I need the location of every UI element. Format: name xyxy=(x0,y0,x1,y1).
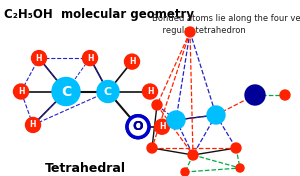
Circle shape xyxy=(152,100,162,110)
Text: H: H xyxy=(36,54,42,63)
Circle shape xyxy=(154,119,169,134)
Text: Bonded atoms lie along the four vertices of a
    regular tetrahedron: Bonded atoms lie along the four vertices… xyxy=(152,14,300,35)
Circle shape xyxy=(32,51,46,66)
Circle shape xyxy=(128,117,148,137)
Text: H: H xyxy=(30,120,36,130)
Text: H: H xyxy=(18,87,24,96)
Text: C: C xyxy=(104,87,112,96)
Circle shape xyxy=(245,85,265,105)
Text: O: O xyxy=(133,120,143,133)
Circle shape xyxy=(26,117,40,133)
Text: Tetrahedral: Tetrahedral xyxy=(44,162,125,175)
Text: H: H xyxy=(147,87,153,96)
Text: O: O xyxy=(133,120,143,133)
Text: H: H xyxy=(87,54,93,63)
Text: H: H xyxy=(159,122,165,131)
Circle shape xyxy=(124,54,140,69)
Circle shape xyxy=(280,90,290,100)
Circle shape xyxy=(207,106,225,124)
Circle shape xyxy=(52,77,80,106)
Text: C: C xyxy=(61,84,71,99)
Circle shape xyxy=(188,150,198,160)
Circle shape xyxy=(142,84,158,99)
Circle shape xyxy=(236,164,244,172)
Text: C₂H₅OH  molecular geometry: C₂H₅OH molecular geometry xyxy=(4,8,194,21)
Text: H: H xyxy=(129,57,135,66)
Circle shape xyxy=(185,27,195,37)
Circle shape xyxy=(167,111,185,129)
Circle shape xyxy=(14,84,28,99)
Circle shape xyxy=(97,81,119,102)
Circle shape xyxy=(128,117,148,136)
Circle shape xyxy=(147,143,157,153)
Circle shape xyxy=(181,168,189,176)
Circle shape xyxy=(231,143,241,153)
Circle shape xyxy=(126,115,150,139)
Circle shape xyxy=(82,51,98,66)
